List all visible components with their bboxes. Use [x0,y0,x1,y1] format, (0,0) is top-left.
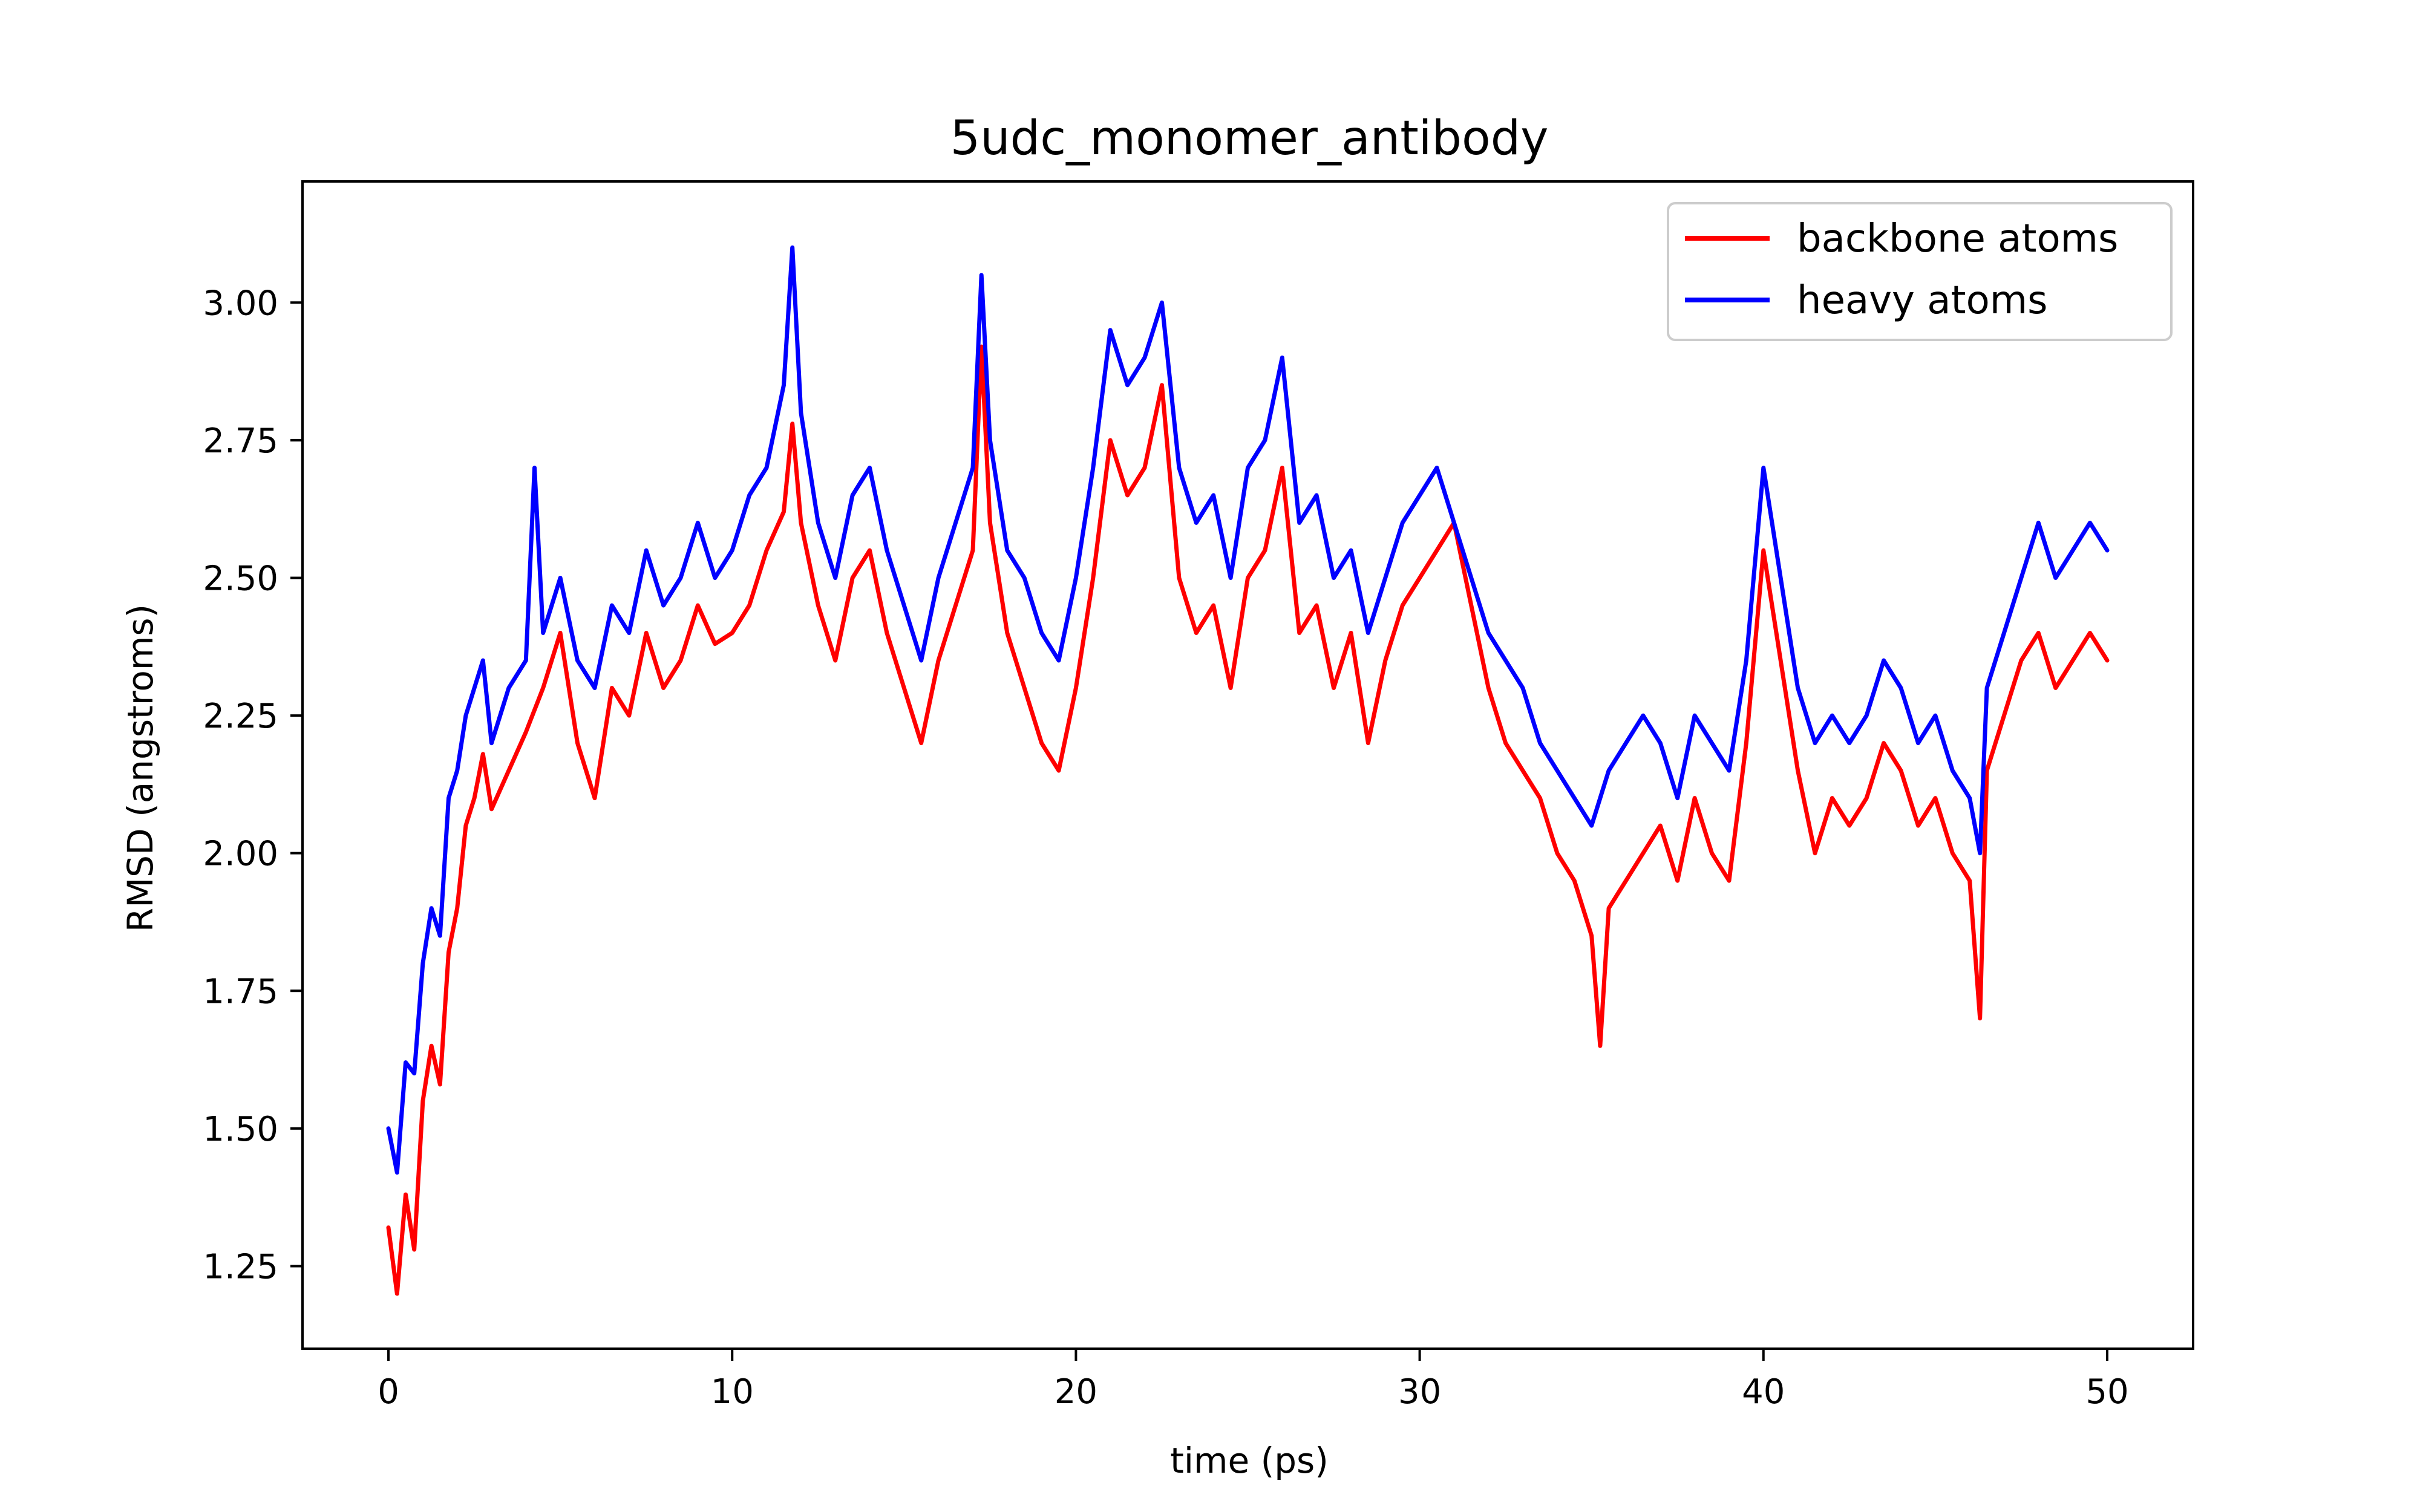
y-axis: 1.25 1.50 1.75 2.00 2.25 2.50 2.75 3.00 [203,284,302,1286]
y-tick-label: 1.75 [203,972,278,1011]
x-tick-label: 50 [2085,1372,2128,1412]
chart-title: 5udc_monomer_antibody [950,111,1549,166]
y-axis-title: RMSD (angstroms) [120,604,161,932]
legend-label-heavy-atoms: heavy atoms [1797,278,2047,323]
y-tick-label: 3.00 [203,284,278,323]
x-tick-label: 30 [1398,1372,1441,1412]
x-axis: 0 10 20 30 40 50 [378,1349,2129,1412]
series-line-backbone-atoms [386,344,2110,1296]
y-tick-label: 1.25 [203,1247,278,1286]
x-tick-label: 10 [711,1372,754,1412]
plot-lines [386,245,2110,1296]
y-tick-label: 2.75 [203,422,278,461]
x-axis-title: time (ps) [1170,1440,1329,1481]
legend-box [1667,202,2173,341]
y-tick-label: 1.50 [203,1110,278,1149]
legend: backbone atoms heavy atoms [1667,202,2173,341]
y-tick-label: 2.50 [203,559,278,598]
plot-frame [301,180,2194,1350]
y-tick-label: 2.00 [203,835,278,874]
x-tick-label: 40 [1742,1372,1785,1412]
series-layer [386,245,2110,1296]
x-tick-label: 20 [1055,1372,1097,1412]
x-tick-label: 0 [378,1372,399,1412]
series-line-heavy-atoms [386,245,2110,1175]
y-tick-label: 2.25 [203,697,278,736]
legend-label-backbone-atoms: backbone atoms [1797,217,2118,261]
